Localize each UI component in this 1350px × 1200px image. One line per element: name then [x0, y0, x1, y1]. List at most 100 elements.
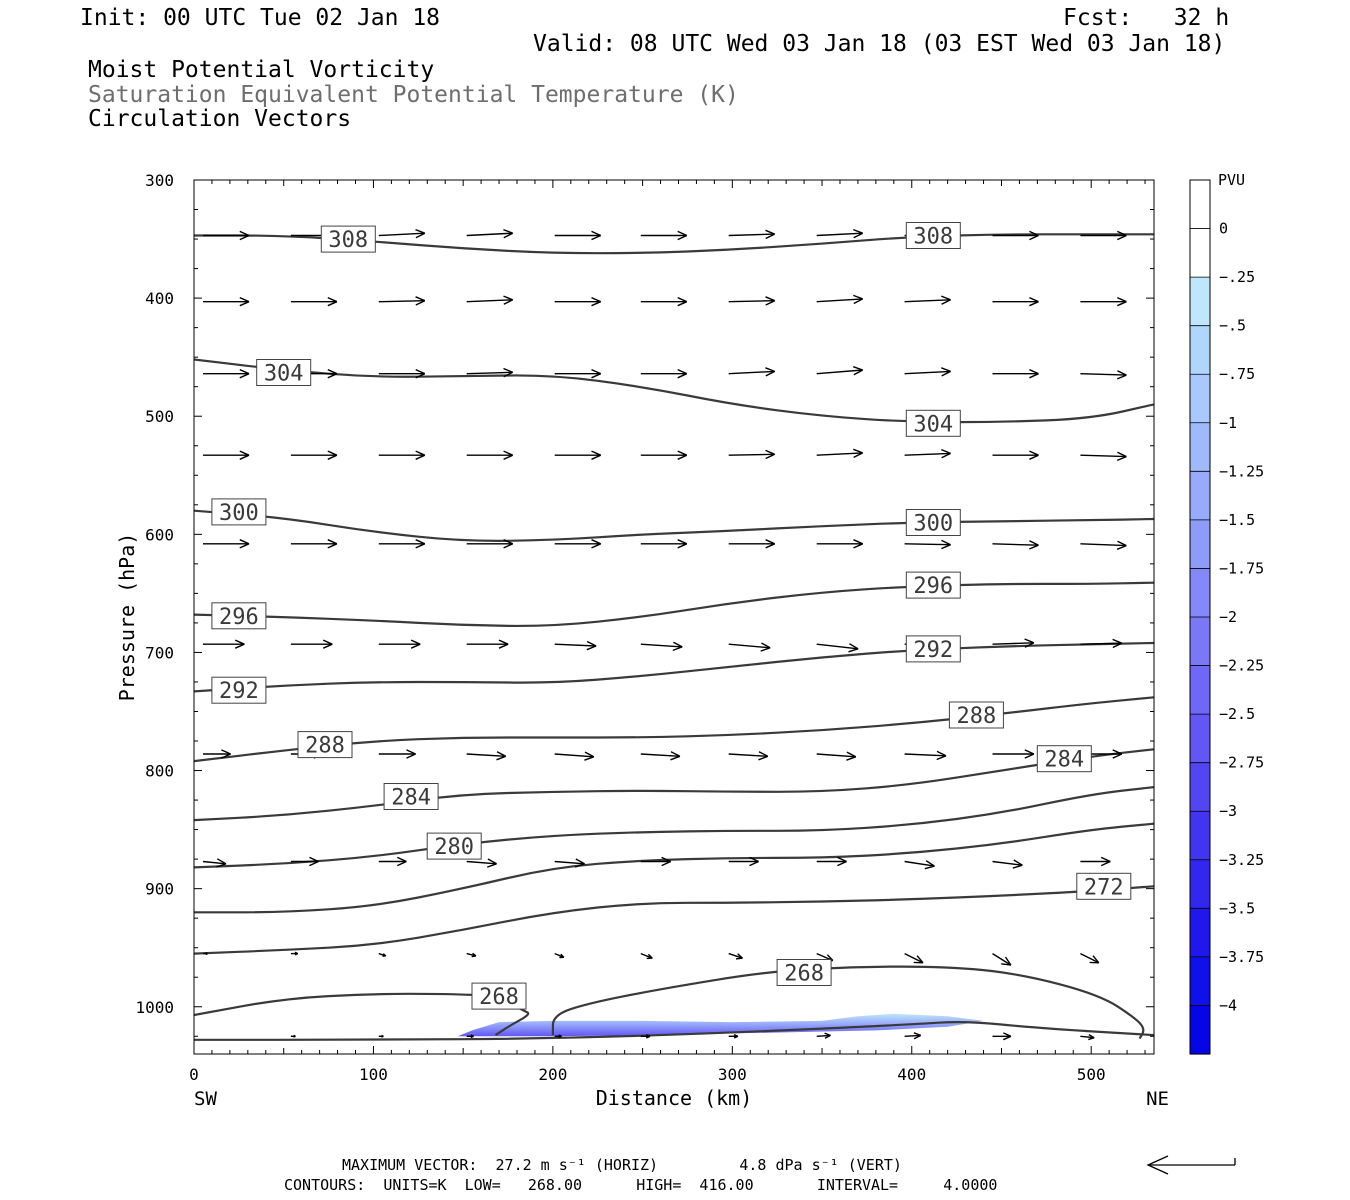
- x-tick-label: 0: [189, 1065, 199, 1084]
- circulation-vector: [466, 367, 514, 378]
- valid-time: Valid: 08 UTC Wed 03 Jan 18 (03 EST Wed …: [533, 31, 1226, 57]
- colorbar-swatch: [1190, 374, 1210, 424]
- theta-contour-308: [194, 233, 1154, 255]
- contour-label-284: 284: [383, 783, 439, 811]
- circulation-vector: [378, 539, 426, 549]
- y-axis-title: Pressure (hPa): [115, 533, 139, 702]
- y-tick-label: 500: [145, 407, 174, 426]
- circulation-vector: [1153, 953, 1154, 955]
- circulation-vector: [904, 539, 951, 550]
- circulation-vector: [640, 1033, 651, 1039]
- contour-label-288: 288: [297, 731, 353, 759]
- theta-contour-296: [194, 581, 1154, 628]
- circulation-vector: [378, 450, 426, 460]
- colorbar-label: −.25: [1219, 268, 1255, 286]
- contour-info-note: CONTOURS: UNITS=K LOW= 268.00 HIGH= 416.…: [284, 1176, 998, 1194]
- circulation-vector: [640, 230, 688, 241]
- circulation-vector: [640, 450, 688, 460]
- circulation-vector: [378, 1034, 384, 1038]
- svg-text:268: 268: [479, 985, 519, 1010]
- y-tick-label: 700: [145, 643, 174, 662]
- circulation-vector: [378, 749, 416, 759]
- y-tick-label: 1000: [135, 998, 174, 1017]
- contour-label-308: 308: [905, 222, 961, 250]
- circulation-vector: [378, 296, 426, 306]
- circulation-vector: [378, 856, 407, 867]
- circulation-vector: [992, 638, 1035, 648]
- svg-text:304: 304: [264, 362, 304, 387]
- x-tick-label: 400: [897, 1065, 926, 1084]
- svg-text:304: 304: [913, 412, 953, 437]
- y-tick-label: 900: [145, 880, 174, 899]
- y-tick-label: 600: [145, 525, 174, 544]
- circulation-vector: [904, 750, 947, 761]
- circulation-vector: [640, 368, 688, 379]
- contour-label-304: 304: [905, 409, 961, 437]
- colorbar-swatch: [1190, 762, 1210, 812]
- circulation-vector: [1080, 370, 1127, 380]
- circulation-vector: [728, 296, 776, 306]
- theta-contour-280: [194, 786, 1154, 869]
- circulation-vector: [1154, 857, 1184, 865]
- colorbar-swatch: [1190, 325, 1210, 375]
- svg-text:272: 272: [1084, 875, 1124, 900]
- contour-label-300: 300: [905, 509, 961, 537]
- y-tick-label: 800: [145, 762, 174, 781]
- contour-label-292: 292: [905, 635, 961, 663]
- circulation-vector: [904, 860, 935, 870]
- circulation-vector: [554, 751, 595, 761]
- circulation-vector: [904, 295, 951, 305]
- svg-text:288: 288: [305, 734, 345, 759]
- circulation-vector: [992, 749, 1035, 759]
- theta-contour-292: [194, 641, 1154, 693]
- colorbar-label: −1: [1219, 414, 1237, 432]
- colorbar-label: −1.25: [1219, 462, 1264, 480]
- circulation-vector: [816, 294, 864, 305]
- contour-label-268: 268: [776, 959, 832, 987]
- circulation-vector: [203, 296, 250, 307]
- colorbar-label: −2.25: [1219, 657, 1264, 675]
- circulation-vector: [728, 229, 776, 240]
- x-tick-label: 500: [1077, 1065, 1106, 1084]
- circulation-vector: [904, 448, 951, 459]
- circulation-vector: [203, 450, 250, 460]
- circulation-vector: [1080, 540, 1127, 550]
- circulation-vector: [290, 450, 338, 460]
- plot-frame: [193, 179, 1155, 1055]
- x-tick-label: 100: [359, 1065, 388, 1084]
- colorbar-swatch: [1190, 519, 1210, 570]
- circulation-vector: [640, 856, 671, 867]
- y-tick-label: 300: [145, 171, 174, 190]
- circulation-vector: [290, 951, 299, 956]
- circulation-vector: [290, 539, 338, 549]
- circulation-vector: [554, 368, 601, 379]
- svg-text:284: 284: [391, 786, 431, 811]
- circulation-vector: [992, 450, 1039, 460]
- circulation-vector: [466, 751, 507, 761]
- circulation-vector: [290, 296, 338, 307]
- contour-label-268: 268: [471, 982, 527, 1010]
- colorbar-swatch: [1190, 617, 1210, 667]
- circulation-vector: [1080, 952, 1100, 964]
- contour-label-292: 292: [211, 676, 267, 704]
- colorbar-label: −3.5: [1219, 899, 1255, 917]
- circulation-vector: [466, 450, 513, 460]
- theta-contour-284: [194, 748, 1154, 822]
- circulation-vector: [1080, 296, 1127, 307]
- theta-contour-304: [194, 358, 1154, 424]
- colorbar-swatch: [1190, 956, 1210, 1007]
- circulation-vector: [202, 858, 227, 868]
- circulation-vector: [554, 539, 601, 549]
- svg-text:300: 300: [913, 512, 953, 537]
- colorbar-label: −2.75: [1219, 754, 1264, 772]
- circulation-vector: [992, 296, 1039, 307]
- circulation-vector: [816, 1032, 831, 1039]
- circulation-vector: [728, 449, 775, 460]
- circulation-vector: [728, 642, 771, 652]
- colorbar-label: −3: [1219, 802, 1237, 820]
- circulation-vector: [640, 751, 681, 761]
- circulation-vector: [1080, 451, 1127, 462]
- colorbar-title: PVU: [1218, 171, 1245, 189]
- circulation-vector: [992, 230, 1039, 241]
